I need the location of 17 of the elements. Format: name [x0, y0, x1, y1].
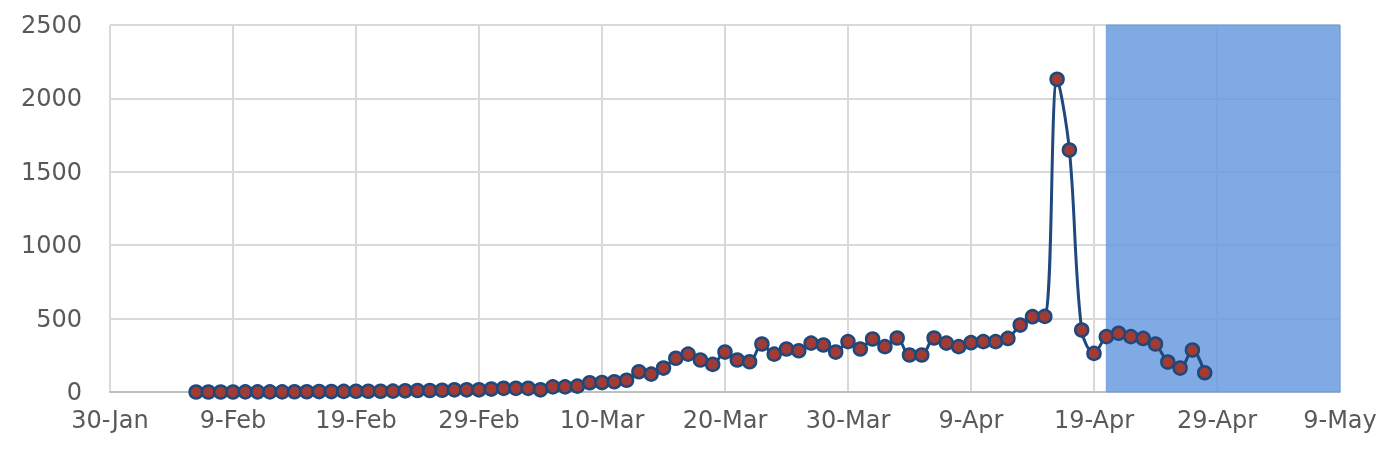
- x-tick-label: 19-Apr: [1053, 406, 1135, 434]
- x-tick-label: 9-Apr: [938, 406, 1004, 434]
- y-tick-label: 2000: [20, 84, 82, 113]
- x-tick-label: 9-Feb: [199, 406, 267, 434]
- x-tick-label: 19-Feb: [315, 406, 397, 434]
- x-tick-label: 20-Mar: [682, 406, 768, 434]
- x-tick-label: 30-Mar: [805, 406, 891, 434]
- x-tick-label: 30-Jan: [71, 406, 149, 434]
- y-tick-label: 1000: [20, 231, 82, 260]
- y-tick-label: 2500: [20, 11, 82, 39]
- x-tick-label: 10-Mar: [559, 406, 645, 434]
- x-tick-label: 29-Feb: [438, 406, 520, 434]
- y-tick-label: 0: [66, 378, 82, 406]
- y-tick-label: 500: [36, 304, 82, 333]
- y-tick-label: 1500: [20, 157, 82, 186]
- x-tick-label: 9-May: [1303, 406, 1377, 434]
- x-tick-label: 29-Apr: [1176, 406, 1258, 434]
